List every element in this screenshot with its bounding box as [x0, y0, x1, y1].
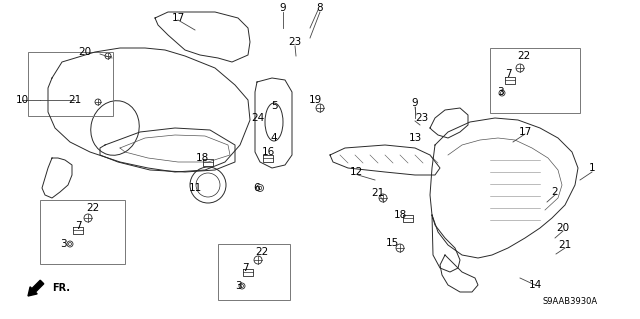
Text: 1: 1 — [589, 163, 595, 173]
Text: 7: 7 — [505, 69, 511, 79]
Text: 17: 17 — [172, 13, 184, 23]
Text: 2: 2 — [552, 187, 558, 197]
Text: FR.: FR. — [52, 283, 70, 293]
Text: 22: 22 — [255, 247, 269, 257]
Text: 8: 8 — [317, 3, 323, 13]
Text: 22: 22 — [517, 51, 531, 61]
Text: 4: 4 — [271, 133, 277, 143]
Text: 9: 9 — [412, 98, 419, 108]
Text: 19: 19 — [308, 95, 322, 105]
Text: 5: 5 — [272, 101, 278, 111]
Text: 23: 23 — [415, 113, 429, 123]
Text: 3: 3 — [497, 87, 503, 97]
Text: 22: 22 — [86, 203, 100, 213]
Bar — [28, 52, 113, 116]
Text: 9: 9 — [280, 3, 286, 13]
Bar — [40, 200, 125, 264]
Bar — [218, 244, 290, 300]
Text: 18: 18 — [394, 210, 406, 220]
Text: 16: 16 — [261, 147, 275, 157]
Text: 7: 7 — [242, 263, 248, 273]
Text: 20: 20 — [556, 223, 570, 233]
Text: 17: 17 — [518, 127, 532, 137]
Text: 13: 13 — [408, 133, 422, 143]
Text: 6: 6 — [253, 183, 260, 193]
Text: S9AAB3930A: S9AAB3930A — [543, 297, 598, 306]
Text: 11: 11 — [188, 183, 202, 193]
Text: 15: 15 — [385, 238, 399, 248]
FancyArrow shape — [28, 280, 44, 296]
Bar — [490, 48, 580, 113]
Text: 3: 3 — [60, 239, 67, 249]
Text: 12: 12 — [349, 167, 363, 177]
Text: 18: 18 — [195, 153, 209, 163]
Text: 3: 3 — [235, 281, 241, 291]
Text: 7: 7 — [75, 221, 81, 231]
Text: 21: 21 — [371, 188, 385, 198]
Text: 20: 20 — [79, 47, 92, 57]
Text: 10: 10 — [15, 95, 29, 105]
Text: 14: 14 — [529, 280, 541, 290]
Text: 21: 21 — [558, 240, 572, 250]
Text: 24: 24 — [252, 113, 264, 123]
Text: 21: 21 — [68, 95, 82, 105]
Text: 23: 23 — [289, 37, 301, 47]
